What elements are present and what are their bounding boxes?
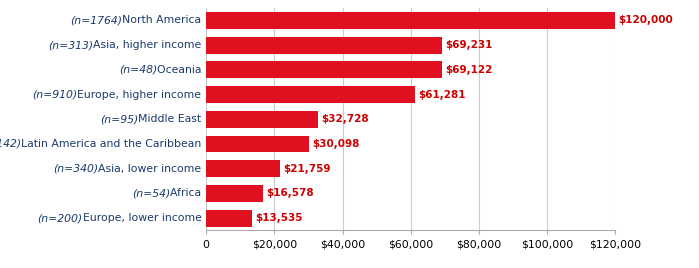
Text: (n=95): (n=95) <box>100 114 138 124</box>
Text: $21,759: $21,759 <box>283 164 331 174</box>
Bar <box>206 160 280 177</box>
Text: Asia, higher income: Asia, higher income <box>93 40 205 50</box>
Bar <box>206 37 442 54</box>
Text: Latin America and the Caribbean: Latin America and the Caribbean <box>21 139 205 149</box>
Text: $120,000: $120,000 <box>618 15 673 25</box>
Text: Europe, lower income: Europe, lower income <box>82 213 205 223</box>
Text: (n=142): (n=142) <box>0 139 21 149</box>
Bar <box>206 61 442 78</box>
Text: (n=313): (n=313) <box>48 40 93 50</box>
Text: Oceania: Oceania <box>157 65 205 75</box>
Text: (n=910): (n=910) <box>32 90 78 99</box>
Text: (n=54): (n=54) <box>132 188 171 198</box>
Text: Africa: Africa <box>171 188 205 198</box>
Text: $16,578: $16,578 <box>266 188 313 198</box>
Text: (n=1764): (n=1764) <box>71 15 122 25</box>
Text: Middle East: Middle East <box>138 114 205 124</box>
Bar <box>206 210 252 226</box>
Text: $69,231: $69,231 <box>445 40 493 50</box>
Text: $61,281: $61,281 <box>418 90 466 99</box>
Text: $13,535: $13,535 <box>255 213 303 223</box>
Text: $69,122: $69,122 <box>445 65 492 75</box>
Text: (n=48): (n=48) <box>119 65 157 75</box>
Text: $32,728: $32,728 <box>321 114 368 124</box>
Bar <box>206 111 318 128</box>
Text: North America: North America <box>122 15 205 25</box>
Bar <box>206 86 415 103</box>
Text: Asia, lower income: Asia, lower income <box>99 164 205 174</box>
Bar <box>206 185 263 202</box>
Bar <box>206 136 309 152</box>
Text: (n=200): (n=200) <box>38 213 82 223</box>
Bar <box>206 12 615 29</box>
Text: Europe, higher income: Europe, higher income <box>78 90 205 99</box>
Text: $30,098: $30,098 <box>312 139 359 149</box>
Text: (n=340): (n=340) <box>53 164 99 174</box>
